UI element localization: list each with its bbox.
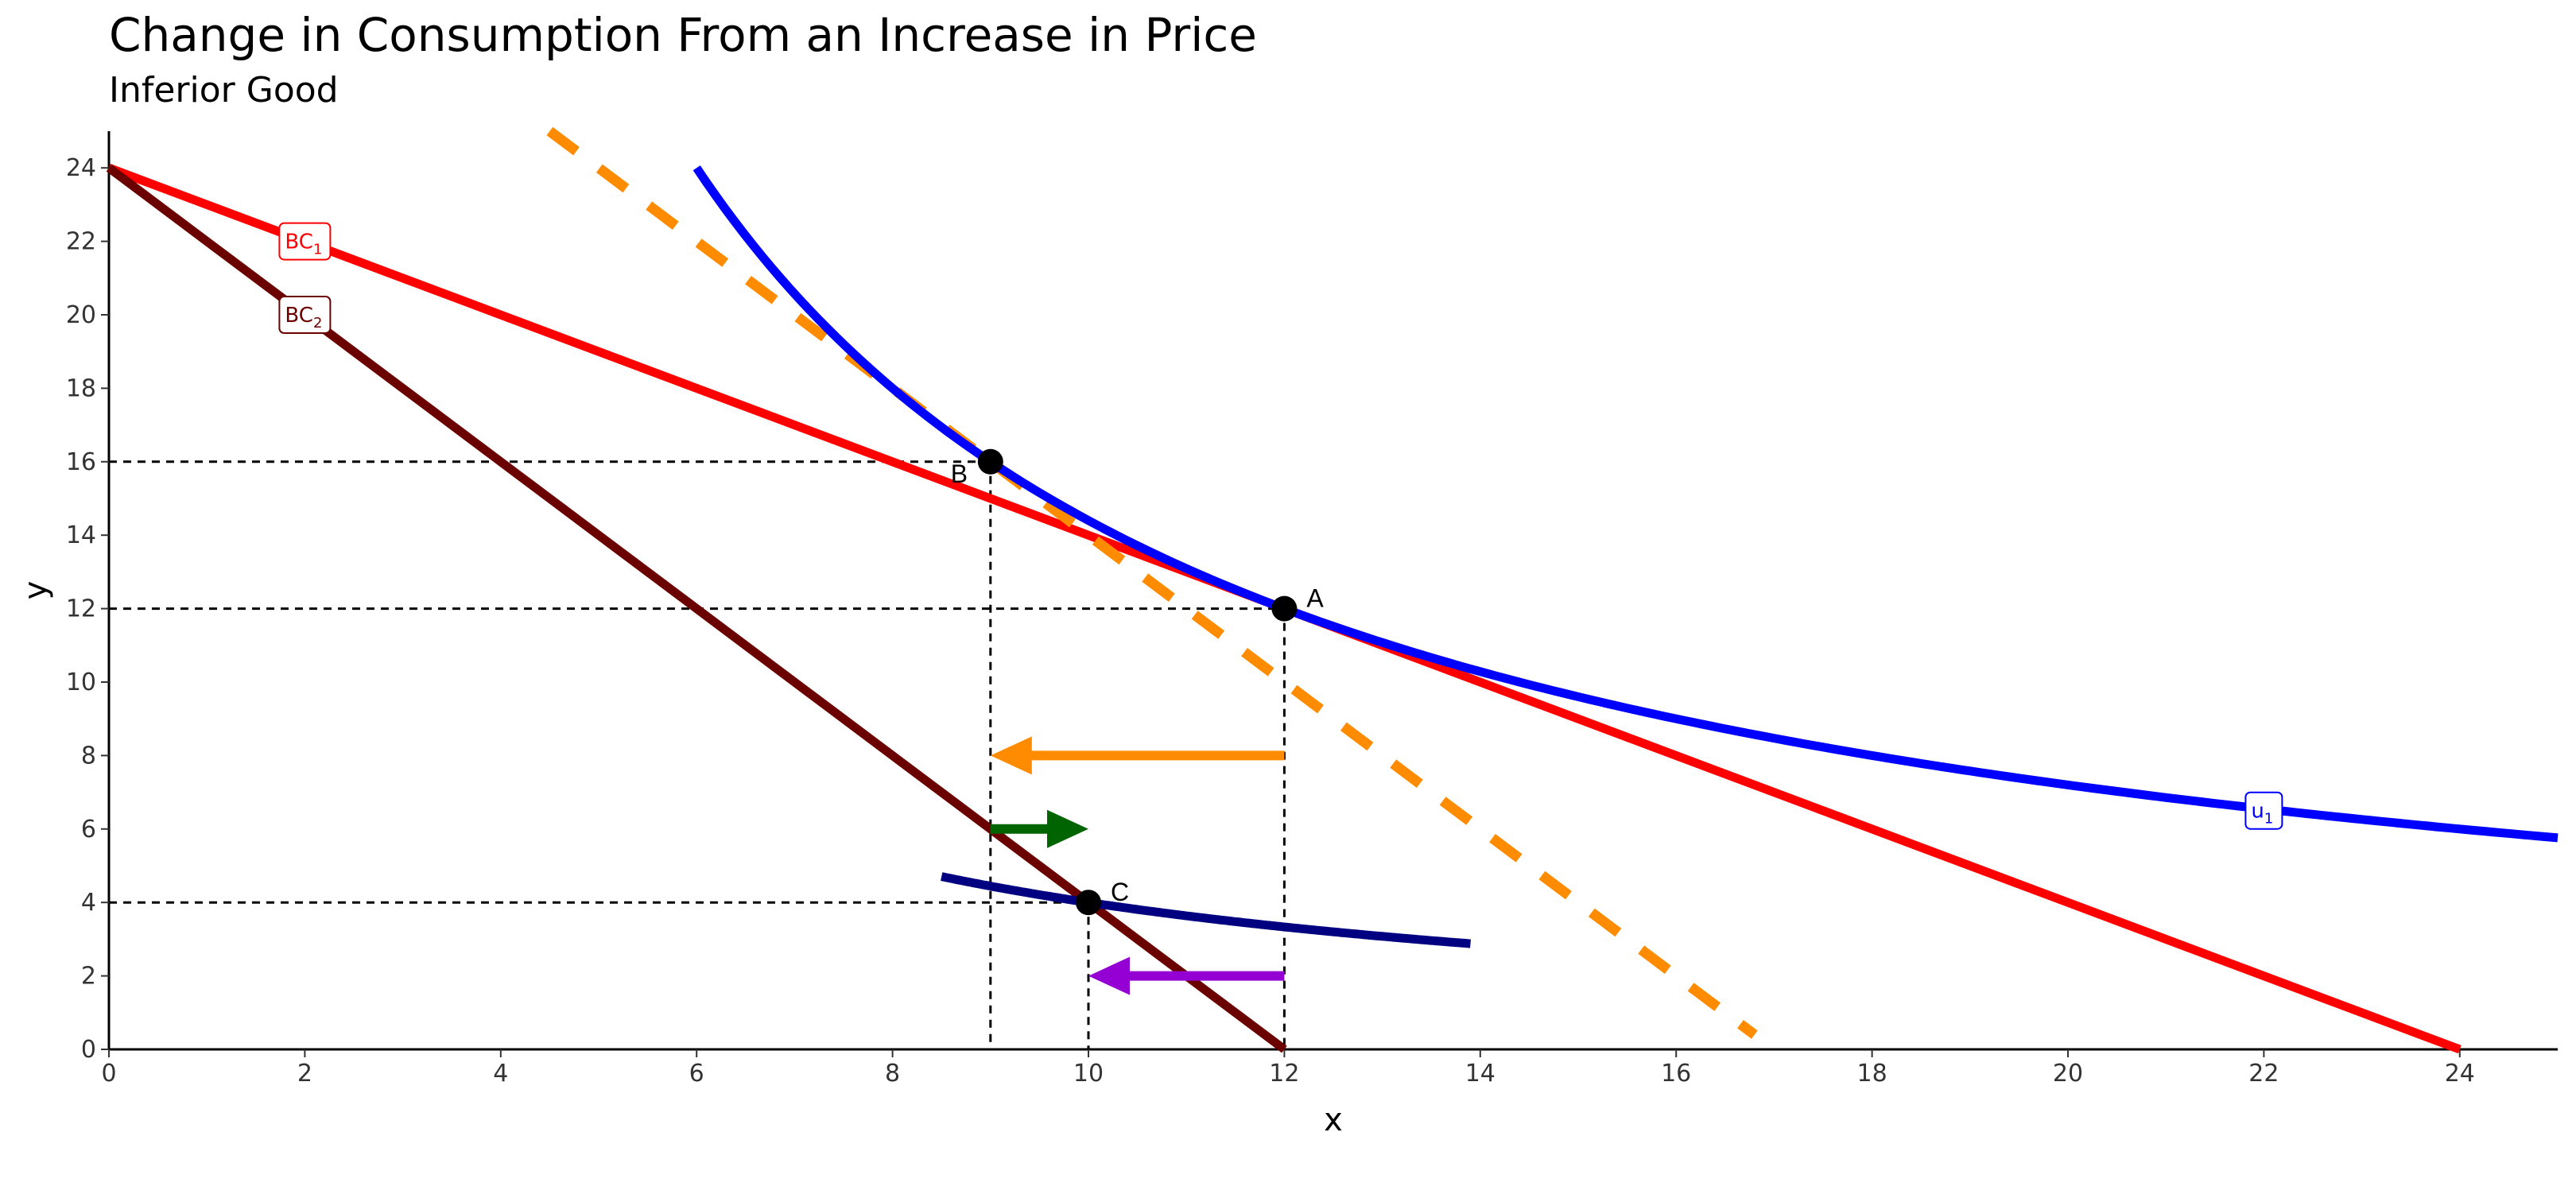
y-tick-label: 18: [66, 374, 96, 402]
x-tick-label: 12: [1269, 1060, 1299, 1088]
y-tick-label: 22: [66, 228, 96, 256]
arrow-head: [1088, 956, 1130, 995]
y-tick-label: 16: [66, 448, 96, 476]
series-label-box: [278, 222, 332, 261]
series-label-box: [278, 296, 332, 334]
series-label: BC2: [285, 304, 322, 332]
y-tick-label: 8: [81, 742, 96, 770]
chart-subtitle: Inferior Good: [109, 70, 339, 111]
arrow-head: [1047, 809, 1088, 848]
x-tick-label: 22: [2248, 1060, 2279, 1088]
x-tick-label: 4: [493, 1060, 508, 1088]
series-label: BC1: [285, 231, 322, 258]
point-label: C: [1111, 878, 1129, 906]
y-axis-label: y: [17, 581, 54, 600]
point-label: A: [1306, 584, 1324, 613]
y-tick-label: 10: [66, 669, 96, 696]
x-tick-label: 6: [689, 1060, 704, 1088]
x-tick-label: 20: [2053, 1060, 2083, 1088]
x-axis-label: x: [1324, 1102, 1343, 1138]
point-a: [1271, 595, 1298, 622]
y-tick-label: 0: [81, 1036, 96, 1064]
chart-title: Change in Consumption From an Increase i…: [109, 8, 1257, 62]
x-tick-label: 16: [1661, 1060, 1691, 1088]
y-tick-label: 20: [66, 301, 96, 329]
x-tick-label: 10: [1073, 1060, 1104, 1088]
indifference-curve-2: [941, 872, 1471, 948]
point-c: [1076, 890, 1101, 916]
series-label: u1: [2251, 800, 2273, 828]
series-label-box: [2244, 791, 2283, 830]
y-tick-label: 24: [66, 154, 96, 182]
x-tick-label: 18: [1857, 1060, 1887, 1088]
y-tick-label: 12: [66, 595, 96, 623]
tangent-line: [546, 126, 1758, 1039]
x-tick-label: 24: [2445, 1060, 2475, 1088]
point-b: [977, 448, 1003, 475]
x-tick-label: 8: [885, 1060, 900, 1088]
y-tick-label: 4: [81, 889, 96, 917]
point-label: B: [951, 459, 968, 488]
y-tick-label: 2: [81, 963, 96, 991]
arrow-head: [990, 736, 1032, 775]
x-tick-label: 0: [101, 1060, 116, 1088]
x-tick-label: 14: [1465, 1060, 1496, 1088]
y-tick-label: 14: [66, 522, 96, 549]
x-tick-label: 2: [297, 1060, 312, 1088]
y-tick-label: 6: [81, 816, 96, 843]
